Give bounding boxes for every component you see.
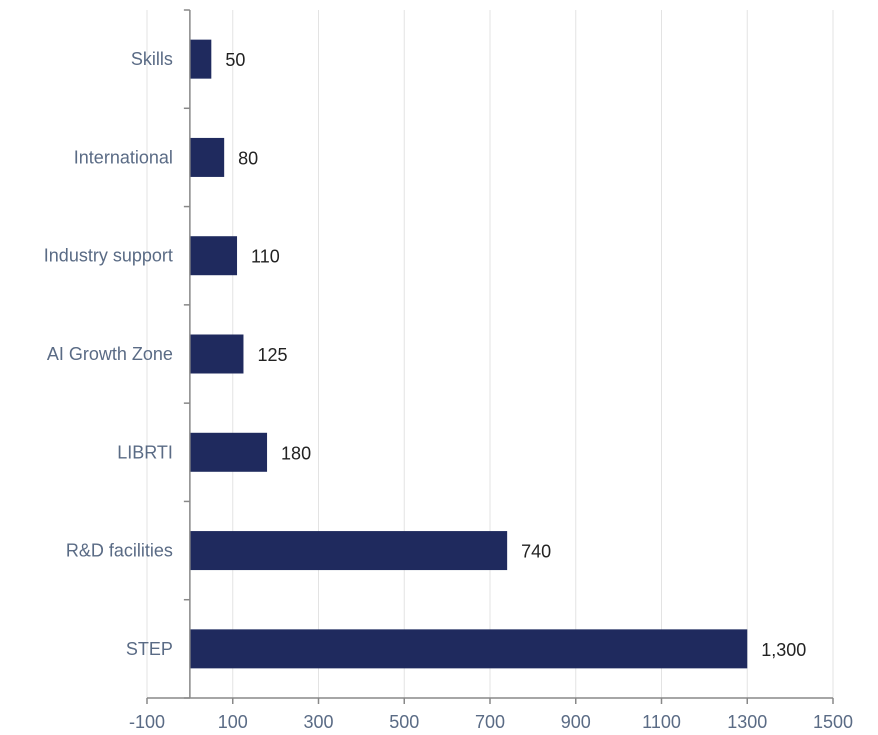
bar-3 xyxy=(189,334,244,374)
category-label-4: LIBRTI xyxy=(117,442,173,462)
x-tick-label-2: 300 xyxy=(303,712,333,732)
data-label-0: 50 xyxy=(225,50,245,70)
labels: -100 100 300 500 700 900 1100 1300 1500 Skills 50 I… xyxy=(44,49,853,732)
bar-5 xyxy=(189,531,508,571)
x-tick-label-8: 1500 xyxy=(813,712,853,732)
data-label-1: 80 xyxy=(238,148,258,168)
bar-2 xyxy=(189,236,238,276)
category-label-6: STEP xyxy=(126,639,173,659)
bar-6 xyxy=(189,629,748,669)
category-label-1: International xyxy=(74,147,173,167)
data-label-3: 125 xyxy=(257,345,287,365)
x-tick-label-1: 100 xyxy=(218,712,248,732)
data-label-2: 110 xyxy=(251,247,280,267)
data-label-6: 1,300 xyxy=(761,640,806,660)
x-tick-label-6: 1100 xyxy=(642,712,681,732)
bar-0 xyxy=(189,39,212,79)
category-label-0: Skills xyxy=(131,49,173,69)
x-tick-label-7: 1300 xyxy=(727,712,767,732)
x-tick-label-0: -100 xyxy=(129,712,165,732)
bar-4 xyxy=(189,432,268,472)
x-tick-label-3: 500 xyxy=(389,712,419,732)
category-label-3: AI Growth Zone xyxy=(47,344,173,364)
data-label-4: 180 xyxy=(281,443,311,463)
category-label-2: Industry support xyxy=(44,246,173,266)
axes xyxy=(146,9,834,704)
x-tick-label-5: 900 xyxy=(561,712,591,732)
bars xyxy=(189,39,748,669)
gridlines xyxy=(146,10,834,698)
data-label-5: 740 xyxy=(521,542,551,562)
x-tick-label-4: 700 xyxy=(475,712,505,732)
category-label-5: R&D facilities xyxy=(66,541,173,561)
bar-1 xyxy=(189,137,225,177)
